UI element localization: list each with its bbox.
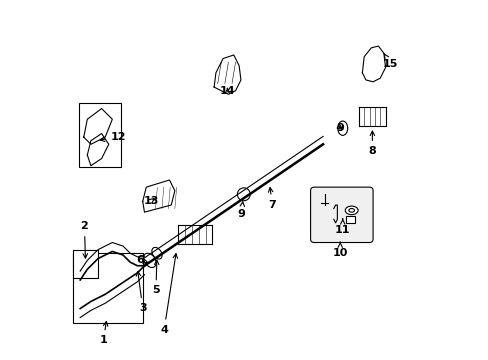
Text: 12: 12 <box>100 132 126 142</box>
Polygon shape <box>214 55 241 94</box>
Polygon shape <box>362 46 385 82</box>
Text: 9: 9 <box>237 202 245 219</box>
Text: 7: 7 <box>268 188 276 210</box>
Text: 13: 13 <box>143 196 158 206</box>
Bar <box>73 249 98 278</box>
Ellipse shape <box>143 253 156 267</box>
Text: 4: 4 <box>160 254 177 335</box>
Bar <box>80 103 121 167</box>
Text: 15: 15 <box>382 53 397 68</box>
Ellipse shape <box>78 297 86 306</box>
Text: 5: 5 <box>152 260 160 296</box>
Ellipse shape <box>348 208 354 212</box>
Text: 14: 14 <box>219 86 235 96</box>
Text: 11: 11 <box>334 219 350 235</box>
Bar <box>73 253 142 323</box>
Ellipse shape <box>78 267 86 275</box>
Text: 3: 3 <box>136 271 146 313</box>
Text: 2: 2 <box>81 221 88 258</box>
Ellipse shape <box>130 263 140 275</box>
Text: 10: 10 <box>332 242 347 258</box>
Text: 1: 1 <box>100 321 108 345</box>
Bar <box>346 216 354 223</box>
Text: 8: 8 <box>368 131 375 156</box>
Ellipse shape <box>337 121 347 135</box>
Ellipse shape <box>152 247 162 259</box>
FancyBboxPatch shape <box>310 187 372 243</box>
Text: 6: 6 <box>136 255 147 265</box>
Text: 9: 9 <box>336 123 344 133</box>
Ellipse shape <box>345 206 357 215</box>
Ellipse shape <box>237 188 250 201</box>
